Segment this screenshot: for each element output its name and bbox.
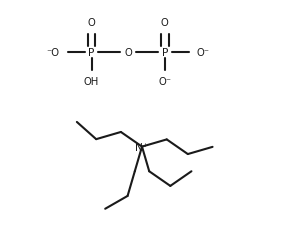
Text: O: O <box>87 18 95 28</box>
Text: N⁺: N⁺ <box>135 142 149 152</box>
Text: O⁻: O⁻ <box>196 48 209 57</box>
Text: OH: OH <box>84 77 99 87</box>
Text: O: O <box>161 18 169 28</box>
Text: P: P <box>88 48 95 57</box>
Text: O: O <box>124 48 132 57</box>
Text: O⁻: O⁻ <box>158 77 171 87</box>
Text: ⁻O: ⁻O <box>47 48 60 57</box>
Text: P: P <box>162 48 168 57</box>
